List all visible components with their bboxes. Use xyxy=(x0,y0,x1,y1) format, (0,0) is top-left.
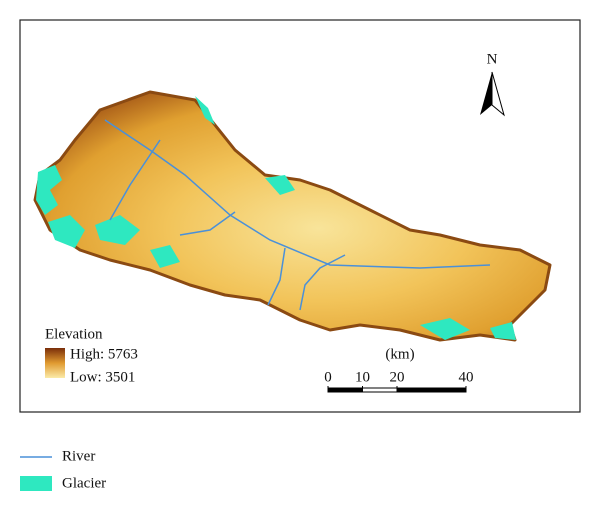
glacier-swatch xyxy=(20,476,52,491)
scale-segment xyxy=(396,387,467,393)
key: River Glacier xyxy=(20,448,106,491)
legend-low: Low: 3501 xyxy=(70,369,135,385)
scale-label: 0 xyxy=(324,369,332,385)
legend-high: High: 5763 xyxy=(70,346,138,362)
legend-gradient xyxy=(45,348,65,378)
scale-label: 20 xyxy=(390,369,405,385)
scale-bar: 0 10 20 40 xyxy=(324,369,474,393)
legend-title: Elevation xyxy=(45,326,103,342)
north-label: N xyxy=(487,51,498,67)
scale-segment xyxy=(327,387,363,393)
scale-unit: (km) xyxy=(385,346,414,362)
north-arrow xyxy=(491,71,505,117)
key-label: River xyxy=(62,448,95,464)
glaciers xyxy=(36,96,516,340)
scale-segment xyxy=(362,387,398,393)
north-arrow xyxy=(480,72,492,115)
scale-label: 40 xyxy=(459,369,474,385)
key-label: Glacier xyxy=(62,475,106,491)
scale-label: 10 xyxy=(355,369,370,385)
rivers xyxy=(104,119,491,311)
